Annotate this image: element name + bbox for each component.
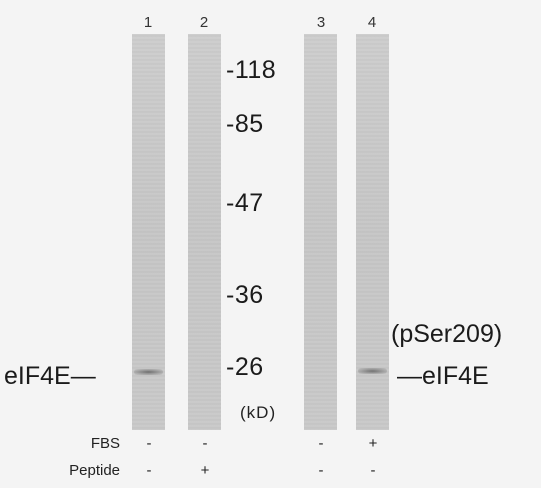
peptide-sign-lane-2: +: [200, 462, 210, 479]
row-label-peptide: Peptide: [69, 462, 120, 479]
marker-26: -26: [226, 353, 264, 381]
marker-36: -36: [226, 281, 264, 309]
peptide-sign-lane-1: -: [146, 462, 152, 479]
fbs-sign-lane-2: -: [202, 435, 208, 452]
lane-number-3: 3: [316, 14, 326, 31]
lane-3: [304, 34, 337, 430]
right-band-dash: —: [397, 362, 422, 390]
right-band-label-text: eIF4E: [422, 362, 489, 390]
right-band-label-bottom: —eIF4E: [397, 362, 489, 391]
band-lane-4-eif4e: [358, 368, 387, 374]
marker-85: -85: [226, 110, 264, 138]
lane-number-4: 4: [367, 14, 377, 31]
lane-2: [188, 34, 221, 430]
row-label-fbs: FBS: [90, 435, 120, 452]
lane-number-1: 1: [143, 14, 153, 31]
fbs-sign-lane-4: +: [368, 435, 378, 452]
lane-number-2: 2: [199, 14, 209, 31]
left-band-label: eIF4E—: [4, 362, 96, 391]
marker-118: -118: [226, 56, 277, 84]
lane-4: [356, 34, 389, 430]
left-band-dash: —: [70, 362, 96, 390]
fbs-sign-lane-3: -: [318, 435, 324, 452]
fbs-sign-lane-1: -: [146, 435, 152, 452]
left-band-label-text: eIF4E: [4, 362, 71, 390]
band-lane-1-eif4e: [134, 369, 163, 375]
peptide-sign-lane-3: -: [318, 462, 324, 479]
unit-label: (kD): [240, 403, 277, 422]
right-band-label-top: (pSer209): [391, 320, 503, 348]
lane-1: [132, 34, 165, 430]
peptide-sign-lane-4: -: [370, 462, 376, 479]
marker-47: -47: [226, 189, 264, 217]
